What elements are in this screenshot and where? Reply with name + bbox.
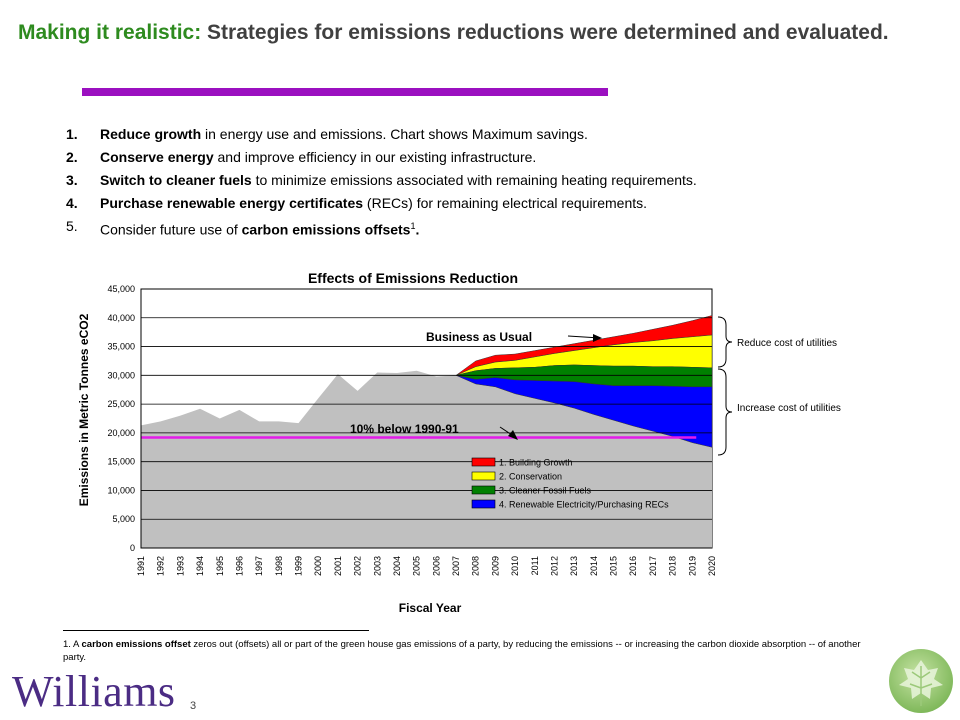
list-number: 4. (66, 195, 78, 211)
x-tick-label: 2008 (471, 556, 481, 576)
x-tick-label: 2015 (609, 556, 619, 576)
chart-title: Effects of Emissions Reduction (308, 270, 518, 286)
x-tick-label: 1994 (195, 556, 205, 576)
legend-swatch (471, 457, 496, 467)
list-number: 1. (66, 126, 78, 142)
x-tick-label: 2007 (451, 556, 461, 576)
footnote-ref: 1 (410, 221, 416, 231)
y-tick-label: 35,000 (107, 342, 135, 352)
x-tick-label: 2006 (431, 556, 441, 576)
x-tick-label: 2005 (412, 556, 422, 576)
x-tick-label: 1997 (254, 556, 264, 576)
x-tick-label: 2020 (707, 556, 717, 576)
title-accent: Making it realistic: (18, 21, 202, 44)
list-item: 3. Switch to cleaner fuels to minimize e… (66, 169, 697, 192)
list-number: 3. (66, 172, 78, 188)
footnote-prefix: 1. A (63, 639, 82, 650)
x-tick-label: 2017 (648, 556, 658, 576)
list-text: (RECs) for remaining electrical requirem… (363, 195, 648, 211)
x-axis-title: Fiscal Year (399, 601, 462, 615)
x-tick-label: 2014 (589, 556, 599, 576)
title-rest: Strategies for emissions reductions were… (201, 21, 889, 44)
x-tick-label: 2000 (313, 556, 323, 576)
footnote-bold: carbon emissions offset (81, 639, 191, 650)
page-number: 3 (190, 700, 197, 712)
legend-label: 4. Renewable Electricity/Purchasing RECs (499, 500, 669, 510)
increase-cost-brace (717, 368, 733, 456)
footnote-divider (63, 630, 369, 631)
legend-swatch (471, 471, 496, 481)
x-tick-label: 1993 (175, 556, 185, 576)
list-text: Consider future use of (100, 221, 242, 238)
footnote: 1. A carbon emissions offset zeros out (… (63, 638, 873, 664)
list-bold: Purchase renewable energy certificates (100, 195, 364, 211)
x-tick-label: 2010 (510, 556, 520, 576)
x-tick-label: 2004 (392, 556, 402, 576)
list-bold: Reduce growth (100, 126, 202, 142)
list-item: 5. Consider future use of carbon emissio… (66, 215, 697, 238)
x-tick-label: 2018 (668, 556, 678, 576)
y-tick-label: 0 (130, 543, 135, 553)
list-number: 5. (66, 218, 78, 234)
x-tick-label: 2011 (530, 556, 540, 575)
x-tick-label: 2003 (372, 556, 382, 576)
legend-label: 1. Building Growth (499, 458, 573, 468)
leaf-logo-icon (889, 649, 953, 713)
target-label: 10% below 1990-91 (350, 422, 459, 436)
list-number: 2. (66, 149, 78, 165)
x-tick-label: 1995 (215, 556, 225, 576)
reduce-cost-brace (717, 316, 733, 368)
bau-label: Business as Usual (426, 330, 532, 344)
list-text-end: . (415, 221, 420, 238)
legend-label: 2. Conservation (499, 472, 562, 482)
x-tick-label: 2012 (549, 556, 559, 576)
list-text: and improve efficiency in our existing i… (213, 149, 537, 165)
williams-logo: Williams (12, 667, 176, 716)
x-tick-label: 1991 (136, 556, 146, 576)
y-tick-label: 45,000 (107, 284, 135, 294)
list-text: to minimize emissions associated with re… (251, 172, 697, 188)
list-item: 2. Conserve energy and improve efficienc… (66, 146, 697, 169)
legend-label: 3. Cleaner Fossil Fuels (499, 486, 592, 496)
target-arrow-head (508, 430, 518, 440)
list-bold: carbon emissions offsets (241, 221, 411, 238)
y-tick-label: 15,000 (107, 457, 135, 467)
y-axis-title: Emissions in Metric Tonnes eCO2 (77, 313, 91, 506)
x-tick-label: 1996 (234, 556, 244, 576)
x-tick-label: 2009 (490, 556, 500, 576)
x-tick-label: 2016 (628, 556, 638, 576)
x-tick-label: 1992 (156, 556, 166, 576)
x-tick-label: 2001 (333, 556, 343, 576)
legend-swatch (471, 485, 496, 495)
y-tick-label: 20,000 (107, 428, 135, 438)
x-tick-label: 2002 (353, 556, 363, 576)
y-tick-label: 30,000 (107, 370, 135, 380)
y-tick-label: 5,000 (112, 514, 135, 524)
page-title: Making it realistic: Strategies for emis… (18, 18, 948, 48)
title-underline-bar (82, 88, 608, 96)
x-tick-label: 2013 (569, 556, 579, 576)
footnote-text: zeros out (offsets) all or part of the g… (63, 639, 861, 663)
list-item: 1. Reduce growth in energy use and emiss… (66, 123, 697, 146)
series-area-renewables (455, 375, 713, 448)
increase-cost-label: Increase cost of utilities (737, 403, 841, 414)
list-text: in energy use and emissions. Chart shows… (201, 126, 588, 142)
y-tick-label: 25,000 (107, 399, 135, 409)
list-item: 4. Purchase renewable energy certificate… (66, 192, 697, 215)
reduce-cost-label: Reduce cost of utilities (737, 338, 837, 349)
y-tick-label: 40,000 (107, 313, 135, 323)
legend-swatch (471, 499, 496, 509)
historical-emissions-area (141, 370, 712, 548)
bau-arrow-head (593, 334, 602, 342)
list-bold: Switch to cleaner fuels (100, 172, 252, 188)
x-tick-label: 1998 (274, 556, 284, 576)
list-bold: Conserve energy (100, 149, 214, 165)
x-tick-label: 2019 (687, 556, 697, 576)
x-tick-label: 1999 (294, 556, 304, 576)
y-tick-label: 10,000 (107, 485, 135, 495)
strategies-list: 1. Reduce growth in energy use and emiss… (66, 123, 697, 238)
